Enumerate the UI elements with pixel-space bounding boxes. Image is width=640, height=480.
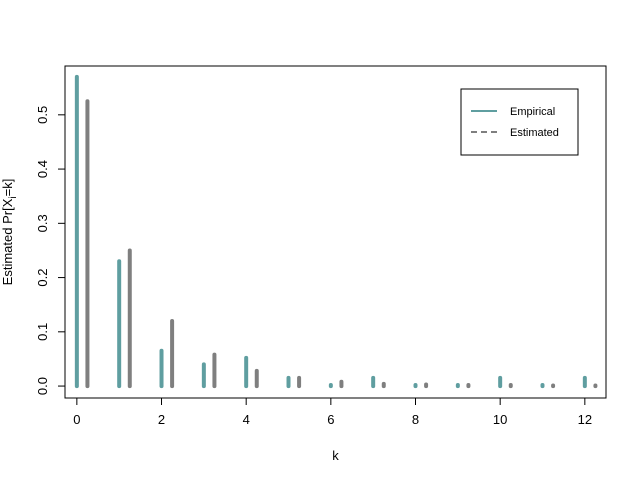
y-axis-title: Estimated Pr[Xi=k] <box>0 179 19 286</box>
y-axis-title-subscript: i <box>8 196 19 198</box>
x-tick-label: 2 <box>158 412 165 427</box>
y-tick-label: 0.0 <box>35 377 50 395</box>
legend-box <box>460 88 579 156</box>
y-tick-label: 0.1 <box>35 323 50 341</box>
x-tick-label: 10 <box>493 412 507 427</box>
y-tick-label: 0.4 <box>35 160 50 178</box>
x-tick-label: 12 <box>578 412 592 427</box>
x-tick-label: 8 <box>412 412 419 427</box>
legend-label-estimated: Estimated <box>510 127 559 139</box>
legend-label-empirical: Empirical <box>510 106 555 118</box>
bars <box>74 74 598 389</box>
y-axis: 0.0 0.1 0.2 0.3 0.4 0.5 <box>35 106 66 395</box>
x-axis-title: k <box>332 448 339 463</box>
y-tick-label: 0.5 <box>35 106 50 124</box>
x-axis: 0 2 4 6 8 10 12 <box>73 397 592 427</box>
x-tick-label: 0 <box>73 412 80 427</box>
y-tick-label: 0.2 <box>35 269 50 287</box>
y-axis-title-prefix: Estimated Pr[X <box>0 198 15 285</box>
x-tick-label: 6 <box>327 412 334 427</box>
y-tick-label: 0.3 <box>35 214 50 232</box>
y-axis-title-suffix: =k] <box>0 179 15 197</box>
x-tick-label: 4 <box>243 412 250 427</box>
legend: Empirical Estimated <box>460 88 579 156</box>
